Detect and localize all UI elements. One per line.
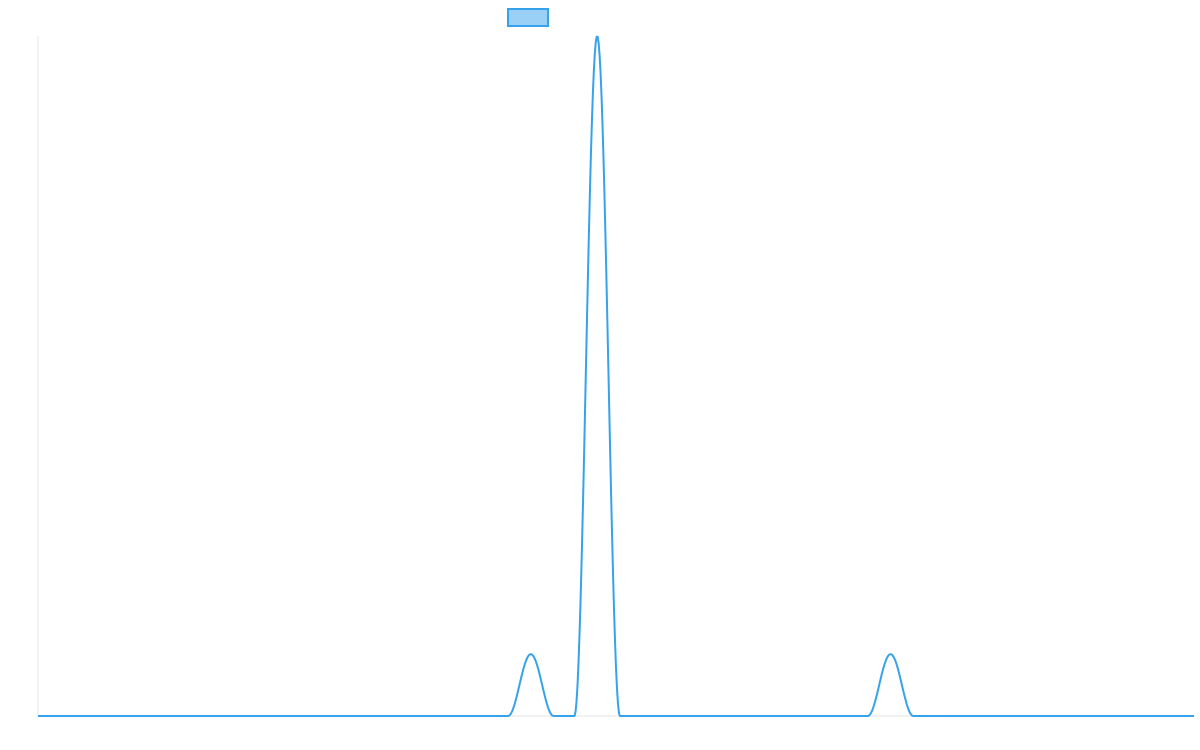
chart-legend[interactable]: [507, 8, 549, 27]
chart-axes: [37, 36, 1194, 717]
series-line-0[interactable]: [37, 35, 1195, 717]
chart-series-group: [37, 35, 1195, 717]
legend-swatch-0[interactable]: [507, 8, 549, 27]
